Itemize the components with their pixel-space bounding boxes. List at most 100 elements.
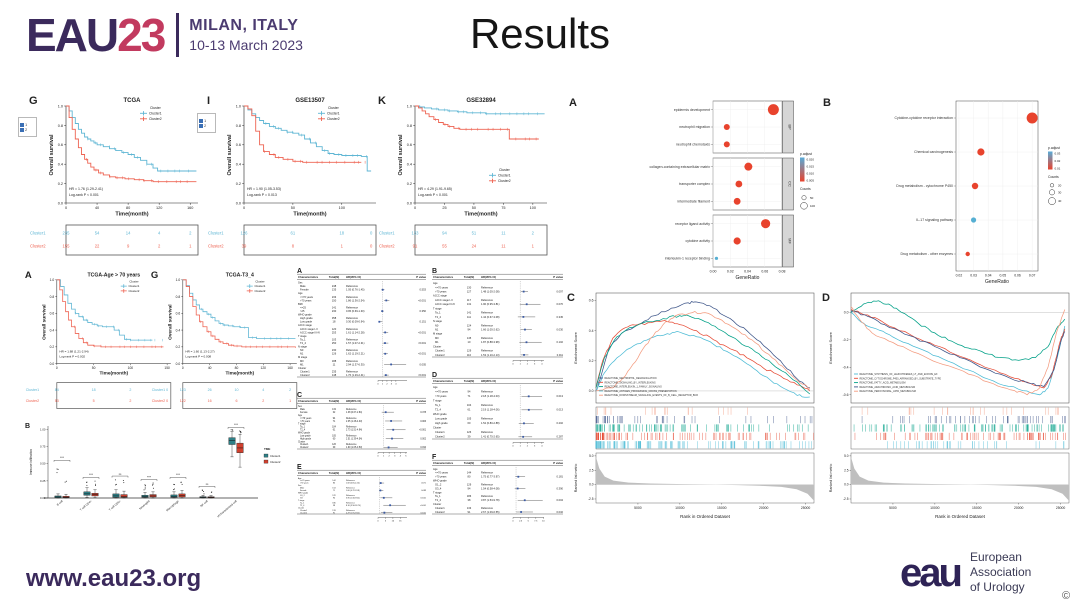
svg-text:2: 2 — [532, 231, 535, 236]
svg-text:150: 150 — [164, 366, 170, 370]
svg-text:Log-rank P = 0.008: Log-rank P = 0.008 — [185, 355, 211, 359]
svg-text:10000: 10000 — [675, 506, 685, 510]
svg-text:<=70 years: <=70 years — [435, 390, 449, 394]
svg-text:18: 18 — [339, 231, 344, 236]
svg-text:0.04: 0.04 — [744, 270, 751, 274]
svg-text:Sex: Sex — [298, 406, 303, 408]
panel-forest-b: B Characteristics Total(N) HR(95% CI) P valu… — [431, 266, 564, 368]
svg-text:32: 32 — [333, 412, 336, 414]
svg-text:18: 18 — [92, 388, 96, 392]
svg-text:Counts: Counts — [1048, 175, 1059, 179]
panel-forest-c: C Characteristics Total(N) HR(95% CI) P valu… — [296, 390, 427, 460]
svg-text:Drug metabolism - other enzyme: Drug metabolism - other enzymes — [900, 252, 953, 256]
svg-text:0.0: 0.0 — [844, 483, 849, 487]
svg-text:HR = 1.60 (1.13-2.27): HR = 1.60 (1.13-2.27) — [185, 349, 214, 353]
svg-text:1.0: 1.0 — [176, 278, 181, 282]
svg-text:T2_4: T2_4 — [300, 430, 306, 432]
svg-text:148: 148 — [332, 373, 337, 377]
panel-km-gse32894: K GSE32894 0.0 0.2 0.4 0.6 0.8 1.0 0 25 50 75 100 Tim… — [376, 93, 554, 263]
svg-text:M stage: M stage — [433, 332, 443, 336]
svg-text:61: 61 — [468, 408, 471, 412]
svg-text:Reference: Reference — [481, 482, 494, 486]
svg-text:0.8: 0.8 — [58, 124, 63, 128]
svg-text:131: 131 — [467, 302, 472, 306]
copyright-mark: © — [1062, 590, 1071, 602]
svg-text:NK cell: NK cell — [199, 499, 209, 508]
svg-text:Cluster1: Cluster1 — [300, 509, 307, 512]
panel-forest-e: E Characteristics Total(N) HR(95% CI) P valu… — [296, 462, 427, 525]
svg-text:2.67 (1.09-6.55): 2.67 (1.09-6.55) — [481, 510, 500, 514]
svg-text:130: 130 — [467, 285, 472, 289]
svg-text:Cluster2: Cluster2 — [26, 399, 39, 403]
svg-text:103: 103 — [332, 337, 337, 341]
svg-text:2: 2 — [389, 456, 391, 458]
svg-text:Cluster2: Cluster2 — [255, 289, 266, 293]
svg-text:REACTOME_DOWNSTREAM_SIGNALING_: REACTOME_DOWNSTREAM_SIGNALING_EVENTS_OF_… — [605, 394, 699, 397]
svg-text:Reference: Reference — [346, 369, 359, 373]
svg-text:0.4: 0.4 — [407, 163, 412, 167]
panel-km-age70: A TCGA-Age > 70 years 0.0 0.2 0.4 0.6 0.8 1.0 0 5… — [24, 266, 176, 418]
svg-text:0: 0 — [370, 244, 373, 249]
svg-text:<=25: <=25 — [300, 305, 306, 309]
svg-text:uncharacterized cell: uncharacterized cell — [216, 499, 238, 518]
svg-text:0.011: 0.011 — [557, 353, 564, 357]
svg-text:Reference: Reference — [481, 285, 494, 289]
svg-text:<=70 years: <=70 years — [435, 471, 449, 475]
svg-text:Ta_1: Ta_1 — [435, 494, 441, 498]
svg-text:7.5: 7.5 — [534, 521, 538, 523]
svg-text:M stage: M stage — [298, 355, 308, 359]
svg-text:0.95 (0.69-1.30): 0.95 (0.69-1.30) — [346, 309, 365, 313]
svg-text:5000: 5000 — [634, 506, 642, 510]
svg-text:epidermis development: epidermis development — [674, 108, 710, 112]
svg-text:Overall survival: Overall survival — [49, 134, 55, 175]
svg-text:9: 9 — [127, 244, 130, 249]
svg-text:60: 60 — [333, 438, 336, 440]
svg-text:TCGA-Age > 70 years: TCGA-Age > 70 years — [87, 272, 140, 278]
svg-text:Rank in Ordered Dataset: Rank in Ordered Dataset — [935, 514, 986, 519]
svg-text:Cluster1: Cluster1 — [149, 112, 162, 116]
svg-text:0.287: 0.287 — [557, 435, 564, 439]
svg-text:120: 120 — [261, 366, 267, 370]
svg-text:REACTOME_CYTOCHROME_P450_ARRAN: REACTOME_CYTOCHROME_P450_ARRANGED_BY_SUB… — [860, 377, 942, 380]
svg-text:186: 186 — [467, 494, 472, 498]
svg-text:39: 39 — [242, 244, 247, 249]
svg-text:38: 38 — [333, 505, 335, 507]
svg-text:Male: Male — [300, 488, 304, 490]
svg-text:Cluster1: Cluster1 — [129, 284, 140, 288]
svg-text:interleukin-1 receptor binding: interleukin-1 receptor binding — [665, 257, 710, 261]
svg-text:0.02: 0.02 — [727, 270, 734, 274]
svg-text:Cluster: Cluster — [433, 344, 441, 348]
svg-text:Age: Age — [433, 281, 438, 285]
svg-text:<0.001: <0.001 — [418, 373, 427, 377]
svg-text:5: 5 — [528, 521, 530, 523]
panel-gsea-up: C 0.0 0.2 0.4 0.6 Enrichment Score REACTOME_NE… — [566, 287, 818, 525]
svg-text:Cluster2: Cluster2 — [300, 373, 310, 377]
svg-text:16: 16 — [208, 399, 212, 403]
svg-text:22: 22 — [95, 244, 100, 249]
svg-text:133: 133 — [412, 231, 420, 236]
svg-text:Sex: Sex — [298, 281, 303, 285]
svg-text:0: 0 — [377, 521, 379, 523]
svg-text:94: 94 — [333, 498, 335, 500]
svg-text:0.034: 0.034 — [420, 447, 426, 449]
svg-text:3: 3 — [391, 384, 393, 386]
svg-text:144: 144 — [332, 480, 335, 482]
svg-text:40: 40 — [1058, 199, 1062, 203]
svg-text:M0: M0 — [300, 359, 304, 363]
svg-text:Low grade: Low grade — [435, 417, 448, 421]
svg-text:Log-rank P < 0.001: Log-rank P < 0.001 — [418, 193, 448, 197]
svg-text:0.378: 0.378 — [420, 412, 426, 414]
svg-text:p.adjust: p.adjust — [1048, 146, 1060, 150]
logo-year-text: 23 — [117, 9, 166, 61]
svg-text:Cluster2: Cluster2 — [152, 399, 165, 403]
svg-text:75: 75 — [501, 206, 505, 210]
svg-text:94: 94 — [468, 486, 471, 490]
svg-text:40: 40 — [208, 366, 212, 370]
svg-text:25000: 25000 — [801, 506, 811, 510]
svg-text:Cluster1: Cluster1 — [498, 174, 511, 178]
svg-text:0: 0 — [512, 364, 514, 366]
svg-text:G: G — [151, 270, 158, 281]
svg-text:0.005: 0.005 — [420, 362, 427, 366]
svg-text:Cluster: Cluster — [499, 168, 511, 172]
